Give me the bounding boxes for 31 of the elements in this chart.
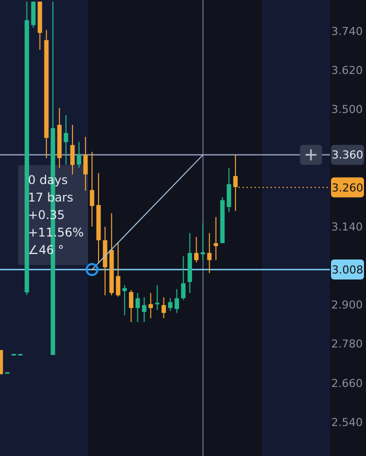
ref-line-label: 3.008 — [332, 263, 364, 276]
candlestick — [226, 168, 232, 213]
candlestick — [122, 284, 127, 316]
candlestick — [135, 292, 140, 323]
candlestick — [142, 296, 146, 323]
y-tick-label: 2.900 — [331, 298, 363, 312]
y-tick-label: 3.620 — [331, 64, 363, 77]
candlestick — [83, 136, 88, 192]
ref-line-label: 3.260 — [332, 181, 364, 194]
candlestick — [168, 298, 172, 312]
candlestick — [207, 232, 212, 274]
candlestick — [174, 288, 179, 314]
y-tick-label: 3.740 — [331, 24, 363, 38]
candlestick — [116, 242, 120, 298]
candlestick — [194, 236, 199, 263]
y-tick-label: 2.660 — [331, 376, 363, 390]
candlestick — [233, 154, 238, 212]
candlestick — [162, 296, 166, 319]
ref-line-label: 3.360 — [332, 148, 364, 162]
y-tick-label: 3.500 — [331, 103, 363, 116]
y-tick-label: 3.140 — [331, 220, 363, 234]
candlestick — [155, 284, 160, 310]
candlestick — [90, 151, 94, 228]
y-tick-label: 2.540 — [331, 416, 363, 429]
candlestick — [128, 290, 134, 323]
candlestick — [181, 256, 186, 300]
y-tick-label: 2.780 — [331, 338, 363, 351]
candlestick — [214, 216, 218, 261]
candlestick — [31, 1, 36, 28]
candlestick — [70, 124, 75, 175]
candlestick — [148, 292, 153, 319]
